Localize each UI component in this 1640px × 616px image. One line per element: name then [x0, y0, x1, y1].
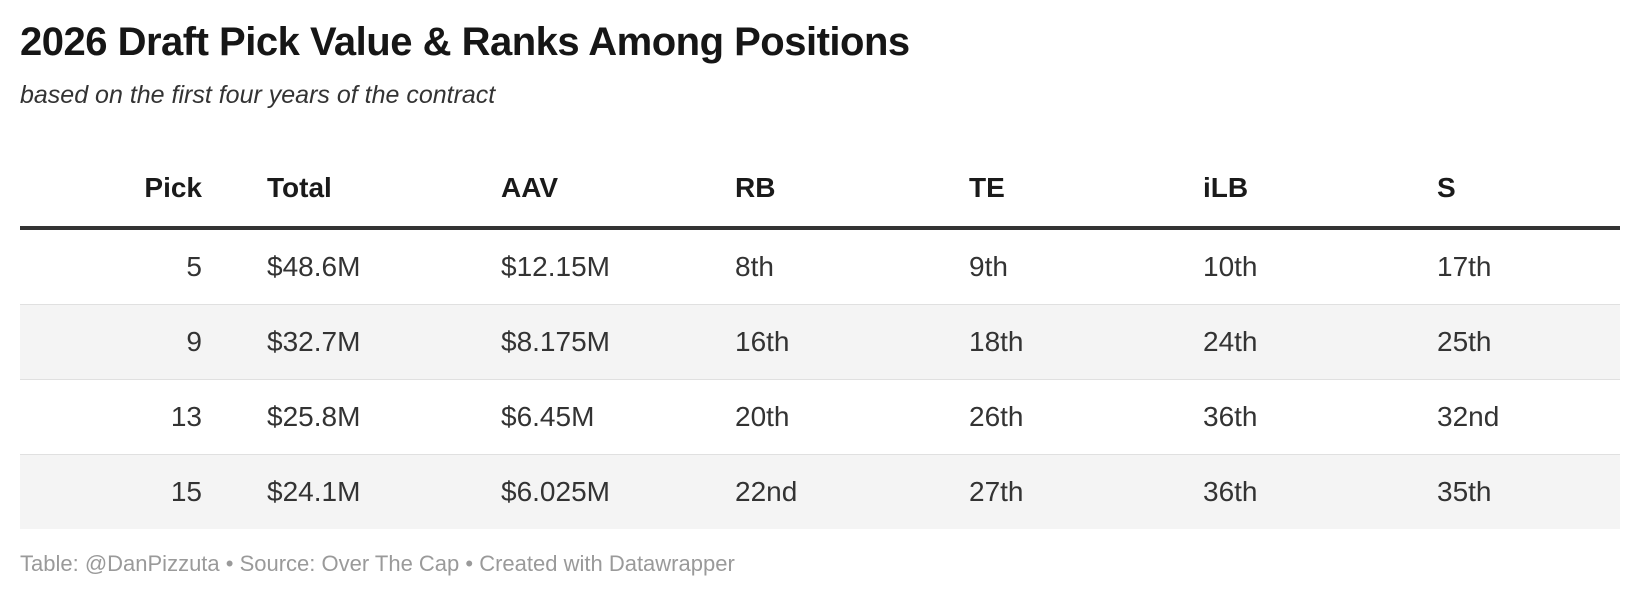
table-cell: $6.45M	[501, 401, 595, 432]
table-cell: 17th	[1437, 251, 1492, 282]
table-header-row: Pick Total AAV RB TE iLB S	[20, 150, 1620, 230]
table-cell: 36th	[1203, 401, 1258, 432]
column-header-pick: Pick	[20, 150, 216, 230]
column-header-total: Total	[216, 150, 450, 230]
table-cell: $24.1M	[267, 476, 361, 507]
table-cell: $8.175M	[501, 326, 610, 357]
table-cell: $25.8M	[267, 401, 361, 432]
data-table: Pick Total AAV RB TE iLB S 5 $48.6M $12.15…	[20, 150, 1620, 529]
table-cell: 32nd	[1437, 401, 1500, 432]
table-cell: 18th	[969, 326, 1024, 357]
table-cell: 20th	[735, 401, 790, 432]
table-cell: 15	[170, 476, 202, 507]
table-cell: 16th	[735, 326, 790, 357]
table-cell: 9	[186, 326, 202, 357]
table-cell: 9th	[969, 251, 1008, 282]
chart-title: 2026 Draft Pick Value & Ranks Among Posi…	[20, 20, 910, 64]
table-cell: 27th	[969, 476, 1024, 507]
table-cell: 13	[170, 401, 202, 432]
table-cell: 22nd	[735, 476, 798, 507]
table-cell: 8th	[735, 251, 774, 282]
column-header-te: TE	[918, 150, 1152, 230]
table-cell: 24th	[1203, 326, 1258, 357]
table-body: 5 $48.6M $12.15M 8th 9th 10th 17th 9 $32.7M $8.17…	[20, 228, 1620, 529]
table-cell: $32.7M	[267, 326, 361, 357]
table-cell: 26th	[969, 401, 1024, 432]
table-cell: 35th	[1437, 476, 1492, 507]
table-row: 5 $48.6M $12.15M 8th 9th 10th 17th	[20, 228, 1620, 305]
table-cell: $12.15M	[501, 251, 610, 282]
table-footer: Table: @DanPizzuta • Source: Over The Ca…	[20, 551, 735, 576]
table-cell: 25th	[1437, 326, 1492, 357]
table-cell: $6.025M	[501, 476, 610, 507]
table-row: 9 $32.7M $8.175M 16th 18th 24th 25th	[20, 304, 1620, 380]
chart-subtitle: based on the first four years of the con…	[20, 81, 496, 109]
column-header-aav: AAV	[450, 150, 684, 230]
table-cell: 5	[186, 251, 202, 282]
table-header: Pick Total AAV RB TE iLB S	[20, 150, 1620, 230]
table-cell: 36th	[1203, 476, 1258, 507]
column-header-rb: RB	[684, 150, 918, 230]
table-cell: 10th	[1203, 251, 1258, 282]
table-cell: $48.6M	[267, 251, 361, 282]
column-header-s: S	[1386, 150, 1620, 230]
table-row: 13 $25.8M $6.45M 20th 26th 36th 32nd	[20, 379, 1620, 455]
table-row: 15 $24.1M $6.025M 22nd 27th 36th 35th	[20, 454, 1620, 529]
column-header-ilb: iLB	[1152, 150, 1386, 230]
